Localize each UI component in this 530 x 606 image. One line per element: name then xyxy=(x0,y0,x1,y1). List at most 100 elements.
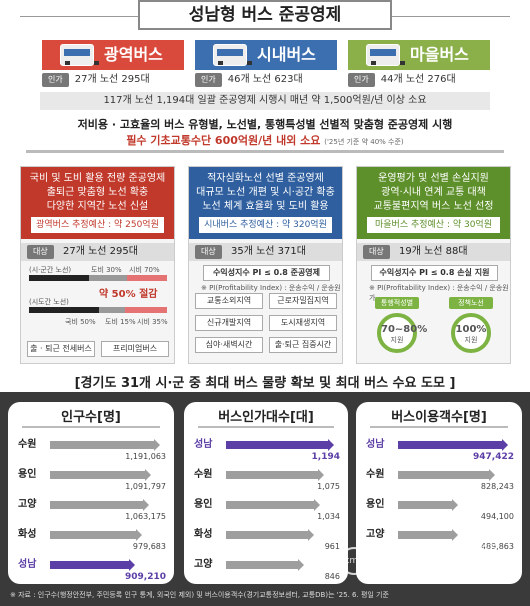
panel-row-bar xyxy=(226,439,334,451)
panel-row-label: 고양 xyxy=(194,559,213,570)
bus-type-label: 광역버스 xyxy=(104,45,163,64)
target-area-box: 근로자밀집지역 xyxy=(269,293,337,309)
column-header-line: 출퇴근 맞춤형 노선 확충 xyxy=(46,187,149,198)
pi-definition: ※ PI(Profitability Index) : 운송수익 / 운송원가 xyxy=(369,284,509,302)
panel-row-bar xyxy=(398,499,458,511)
column-header: 국비 및 도비 활용 전량 준공영제 출퇴근 맞춤형 노선 확충 다양한 지역간 노… xyxy=(21,167,174,239)
interprovince-label: (시도간 노선) xyxy=(29,298,69,306)
panel-row-label: 성남 xyxy=(366,439,385,450)
license-tag: 인가 xyxy=(195,73,222,87)
national-share-b: 국비 50% xyxy=(65,318,96,326)
bus-icon xyxy=(60,44,99,66)
bar-national-b xyxy=(29,307,99,313)
column-header-line: 운영평가 및 선별 손실지원 xyxy=(378,173,489,184)
panel-row-label: 고양 xyxy=(366,529,385,540)
column-header-line: 광역·시내 연계 교통 대책 xyxy=(381,187,486,198)
bus-type-stat: 인가 44개 노선 276대 xyxy=(348,72,490,88)
panel-row-value: 494,100 xyxy=(480,512,514,521)
panel-row-bar xyxy=(226,499,320,511)
divider-bar xyxy=(26,150,504,153)
panel-row-value: 1,034 xyxy=(317,512,340,521)
panel-row-label: 수원 xyxy=(194,469,213,480)
panel-row-label: 수원 xyxy=(366,469,385,480)
target-tag: 대상 xyxy=(27,245,54,259)
bus-type-card-1: 광역버스 xyxy=(42,40,184,70)
travel-type-tag: 통행적성별 xyxy=(375,297,419,309)
panel-row-bar xyxy=(50,469,151,481)
watermark-text-ko: 케이엠 뉴스 xyxy=(377,559,467,580)
panel-row-bar xyxy=(226,559,304,571)
panel-row-value: 909,210 xyxy=(125,572,166,582)
panel-row-value: 1,091,797 xyxy=(125,482,166,491)
panel-row-value: 489,863 xyxy=(480,542,514,551)
support-rate-circle-1: 70~80% 지원 xyxy=(377,313,427,353)
column-header-line: 대규모 노선 개편 및 시·공간 확충 xyxy=(196,187,335,198)
watermark-text-en: korea media news xyxy=(377,540,497,555)
license-tag: 인가 xyxy=(348,73,375,87)
bar-sibi-b xyxy=(125,307,167,313)
panel-row-label: 용인 xyxy=(18,469,37,480)
license-tag: 인가 xyxy=(42,73,69,87)
panel-row-bar xyxy=(398,529,458,541)
target-area-box: 도시재생지역 xyxy=(269,315,337,331)
gyeonggi-heading: [경기도 31개 시·군 중 최대 버스 물량 확보 및 최대 버스 수요 도모… xyxy=(74,376,456,391)
bar-national-a xyxy=(29,275,89,281)
target-area-box: 출·퇴근 집중시간 xyxy=(269,337,337,353)
support-rate-value: 100% xyxy=(455,324,487,335)
panel-row-label: 화성 xyxy=(194,529,213,540)
panel-row-value: 1,075 xyxy=(317,482,340,491)
budget-estimate: 광역버스 추정예산 : 약 250억원 xyxy=(31,217,164,233)
panel-row-label: 화성 xyxy=(18,529,37,540)
bus-type-card-2: 시내버스 xyxy=(195,40,337,70)
panel-row-label: 성남 xyxy=(194,439,213,450)
strategy-column-1: 국비 및 도비 활용 전량 준공영제 출퇴근 맞춤형 노선 확충 다양한 지역간 노… xyxy=(20,166,175,364)
sibi-share-b: 시비 35% xyxy=(137,318,168,326)
column-header-line: 노선 체계 효율화 및 도비 활용 xyxy=(202,201,329,212)
target-area-box: 교통소외지역 xyxy=(195,293,263,309)
bus-type-count: 27개 노선 295대 xyxy=(74,74,150,85)
required-budget-line: 필수 기초교통수단 600억원/년 내외 소요 ('25년 기준 약 40% 수… xyxy=(126,134,404,147)
policy-route-tag: 정책노선 xyxy=(449,297,493,309)
column-header-line: 적자심화노선 선별 준공영제 xyxy=(207,173,324,184)
support-rate-value: 70~80% xyxy=(381,324,428,335)
title-line-right xyxy=(392,16,510,17)
panel-row-value: 1,063,175 xyxy=(125,512,166,521)
panel-row-value: 1,191,063 xyxy=(125,452,166,461)
panel-row-value: 1,194 xyxy=(311,452,340,462)
panel-row-bar xyxy=(226,469,324,481)
watermark: kmn korea media news 케이엠 뉴스 xyxy=(340,540,497,581)
bus-icon xyxy=(366,44,405,66)
target-row: 대상 27개 노선 295대 xyxy=(21,243,174,261)
panel-row-label: 고양 xyxy=(18,499,37,510)
panel-row-bar xyxy=(226,529,314,541)
page-title: 성남형 버스 준공영제 xyxy=(138,0,392,30)
description-line: 저비용 · 고효율의 버스 유형별, 노선별, 통행특성별 선별적 맞춤형 준공… xyxy=(77,118,453,131)
panel-row-bar xyxy=(50,529,142,541)
stat-panel-2: 버스인가대수[대] 성남 1,194 수원 1,075 용인 1,034 화성 961 고양 846 xyxy=(184,402,348,584)
panel-title: 인구수[명] xyxy=(22,408,160,428)
doby-share-a: 도비 30% xyxy=(91,266,122,274)
target-area-box: 신규개발지역 xyxy=(195,315,263,331)
panel-row-label: 수원 xyxy=(18,439,37,450)
panel-row-bar xyxy=(50,559,135,571)
target-count: 27개 노선 295대 xyxy=(63,246,138,257)
bus-type-card-3: 마을버스 xyxy=(348,40,490,70)
panel-row-value: 846 xyxy=(324,572,340,581)
target-count: 35개 노선 371대 xyxy=(231,246,306,257)
target-count: 19개 노선 88대 xyxy=(399,246,468,257)
panel-row-value: 828,243 xyxy=(480,482,514,491)
source-note: ※ 자료 : 인구수(행정안전부, 주민등록 인구 통계, 외국인 제외) 및 … xyxy=(10,591,389,599)
panel-row-label: 성남 xyxy=(18,559,37,570)
pi-rule: 수익성지수 PI ≤ 0.8 준공영제 xyxy=(203,265,330,281)
bus-icon xyxy=(213,44,252,66)
panel-row-value: 979,683 xyxy=(132,542,166,551)
panel-row-bar xyxy=(398,439,508,451)
bar-doby-b xyxy=(99,307,125,313)
panel-title: 버스인가대수[대] xyxy=(198,408,334,428)
panel-row-bar xyxy=(50,439,160,451)
bus-type-count: 44개 노선 276대 xyxy=(380,74,456,85)
doby-share-b: 도비 15% xyxy=(105,318,136,326)
support-rate-circle-2: 100% 지원 xyxy=(451,313,491,353)
